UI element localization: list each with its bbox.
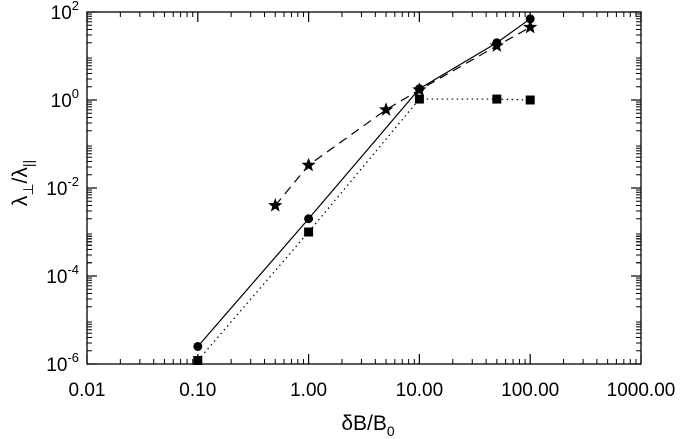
y-tick-label: 100 — [51, 86, 79, 112]
series-line — [274, 26, 531, 206]
series-square — [193, 94, 535, 366]
data-point-circle — [304, 214, 314, 224]
y-tick-label: 10-2 — [46, 174, 79, 200]
series-line — [197, 98, 531, 361]
y-tick-label: 10-4 — [46, 262, 79, 288]
data-point-star — [301, 157, 316, 172]
data-point-star — [378, 102, 394, 116]
x-tick-label: 10.00 — [396, 380, 444, 401]
series-circle — [193, 14, 535, 351]
data-point-square — [193, 356, 203, 366]
y-axis-title: λ⊥/λ|| — [9, 160, 36, 206]
data-point-circle — [193, 341, 203, 351]
x-tick-label: 1.00 — [290, 380, 327, 401]
plot-frame — [86, 11, 642, 365]
x-tick-label: 0.01 — [69, 380, 106, 401]
plot-border — [86, 11, 642, 365]
data-point-star — [489, 38, 504, 52]
data-point-circle — [525, 14, 535, 24]
x-tick-label: 1000.00 — [607, 380, 676, 401]
data-point-square — [304, 227, 314, 237]
y-axis: 10-6 10-4 10-2 100 102 — [46, 0, 641, 376]
x-axis-title: δB/B0 — [341, 412, 395, 439]
data-point-square — [525, 95, 535, 105]
data-point-star — [412, 82, 427, 96]
x-tick-label: 100.00 — [501, 380, 559, 401]
series-star — [268, 19, 538, 212]
series-line — [197, 18, 531, 347]
data-point-square — [492, 94, 502, 104]
series-layer — [193, 14, 538, 366]
data-point-square — [414, 94, 424, 104]
data-point-star — [523, 19, 538, 34]
y-tick-label: 102 — [51, 0, 79, 24]
data-point-star — [268, 198, 283, 212]
x-tick-label: 0.10 — [179, 380, 216, 401]
x-axis: 0.01 0.10 1.00 10.00 100.00 1000.00 — [69, 12, 676, 401]
y-tick-label: 10-6 — [46, 350, 79, 376]
